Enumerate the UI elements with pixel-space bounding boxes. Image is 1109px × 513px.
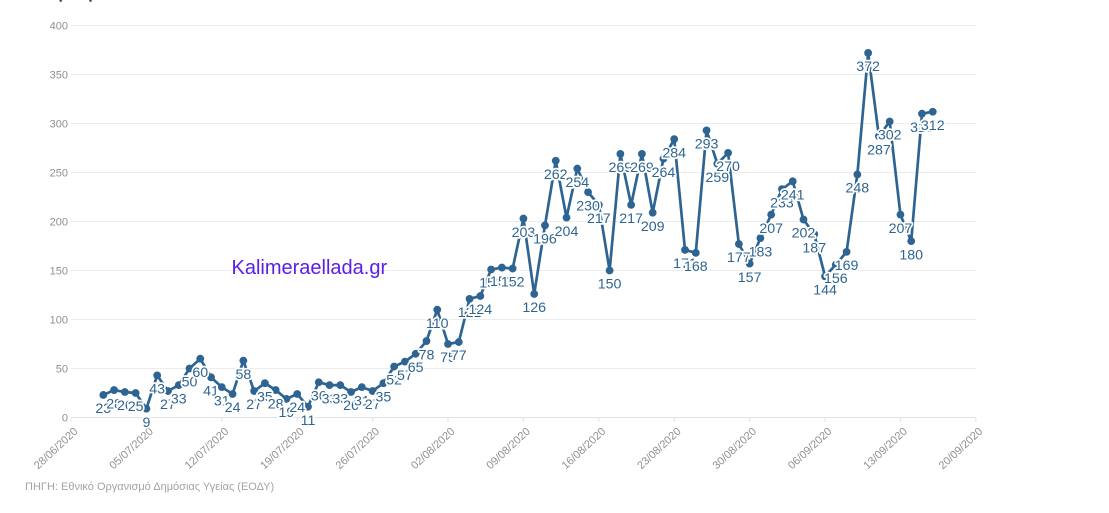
svg-text:171: 171 (673, 256, 697, 272)
svg-text:312: 312 (921, 118, 945, 134)
svg-text:157: 157 (738, 270, 762, 286)
svg-text:300: 300 (50, 118, 68, 130)
svg-text:180: 180 (899, 247, 923, 263)
svg-text:254: 254 (565, 175, 589, 191)
svg-text:241: 241 (781, 188, 805, 204)
svg-text:202: 202 (792, 226, 816, 242)
svg-text:269: 269 (630, 160, 654, 176)
svg-text:78: 78 (419, 347, 435, 363)
svg-text:151: 151 (479, 276, 503, 292)
svg-text:28: 28 (106, 396, 122, 412)
svg-text:27: 27 (365, 397, 381, 413)
svg-text:126: 126 (522, 300, 546, 316)
svg-text:26: 26 (343, 398, 359, 414)
svg-text:248: 248 (846, 181, 870, 197)
svg-text:75: 75 (440, 350, 456, 366)
svg-text:57: 57 (397, 368, 413, 384)
svg-text:Kalimeraellada.gr: Kalimeraellada.gr (232, 257, 388, 279)
svg-text:230: 230 (576, 198, 600, 214)
svg-text:0: 0 (62, 412, 68, 424)
svg-text:9: 9 (142, 415, 150, 431)
svg-text:50: 50 (56, 363, 68, 375)
svg-text:28: 28 (268, 396, 284, 412)
svg-text:250: 250 (50, 167, 68, 179)
svg-text:177: 177 (727, 250, 751, 266)
svg-text:60: 60 (192, 365, 208, 381)
svg-text:52: 52 (386, 373, 402, 389)
svg-text:58: 58 (235, 367, 251, 383)
svg-text:27: 27 (246, 397, 262, 413)
svg-text:110: 110 (426, 316, 449, 332)
svg-text:25: 25 (128, 399, 144, 415)
svg-text:150: 150 (598, 277, 622, 293)
svg-text:121: 121 (458, 305, 482, 321)
svg-text:233: 233 (770, 195, 794, 211)
svg-text:24: 24 (225, 400, 241, 416)
svg-text:65: 65 (408, 360, 424, 376)
svg-text:150: 150 (50, 265, 68, 277)
svg-text:33: 33 (332, 391, 348, 407)
svg-text:302: 302 (878, 128, 902, 144)
svg-text:168: 168 (684, 259, 708, 275)
svg-text:19: 19 (279, 405, 295, 421)
svg-text:77: 77 (451, 348, 467, 364)
svg-text:43: 43 (149, 382, 165, 398)
svg-text:153: 153 (490, 274, 514, 290)
svg-text:196: 196 (533, 232, 557, 248)
svg-text:169: 169 (835, 258, 859, 274)
svg-text:31: 31 (354, 393, 370, 409)
svg-text:100: 100 (50, 314, 68, 326)
svg-text:270: 270 (716, 159, 740, 175)
svg-text:217: 217 (587, 211, 611, 227)
svg-text:156: 156 (824, 271, 848, 287)
svg-text:11: 11 (301, 413, 316, 429)
svg-text:209: 209 (641, 219, 665, 235)
svg-text:50: 50 (182, 375, 198, 391)
svg-text:26: 26 (117, 398, 133, 414)
svg-text:24: 24 (289, 400, 305, 416)
svg-text:259: 259 (705, 170, 729, 186)
svg-text:35: 35 (257, 389, 273, 405)
svg-text:41: 41 (203, 384, 219, 400)
svg-text:35: 35 (375, 389, 391, 405)
svg-text:31: 31 (214, 393, 230, 409)
svg-text:293: 293 (695, 137, 719, 153)
svg-text:23: 23 (95, 401, 111, 417)
svg-text:262: 262 (544, 167, 568, 183)
svg-text:36: 36 (311, 388, 327, 404)
svg-text:287: 287 (867, 142, 891, 158)
svg-text:152: 152 (501, 275, 525, 291)
svg-text:204: 204 (555, 224, 579, 240)
svg-text:284: 284 (662, 145, 686, 161)
svg-text:ΠΗΓΗ: Εθνικό Οργανισμό Δημόσια: ΠΗΓΗ: Εθνικό Οργανισμό Δημόσιας Υγείας (… (25, 481, 274, 493)
svg-text:183: 183 (749, 244, 773, 260)
svg-text:144: 144 (813, 283, 837, 299)
svg-text:372: 372 (856, 59, 880, 75)
svg-text:33: 33 (171, 391, 187, 407)
svg-text:207: 207 (889, 221, 913, 237)
svg-text:264: 264 (652, 165, 676, 181)
svg-text:187: 187 (802, 240, 826, 256)
svg-text:33: 33 (322, 391, 338, 407)
svg-text:217: 217 (619, 211, 643, 227)
svg-text:400: 400 (50, 20, 68, 32)
svg-text:27: 27 (160, 397, 176, 413)
svg-text:207: 207 (759, 221, 783, 237)
svg-text:200: 200 (50, 216, 68, 228)
svg-text:350: 350 (50, 69, 68, 81)
svg-text:203: 203 (512, 225, 536, 241)
svg-text:124: 124 (469, 302, 493, 318)
svg-text:310: 310 (910, 120, 934, 136)
svg-text:269: 269 (609, 160, 633, 176)
